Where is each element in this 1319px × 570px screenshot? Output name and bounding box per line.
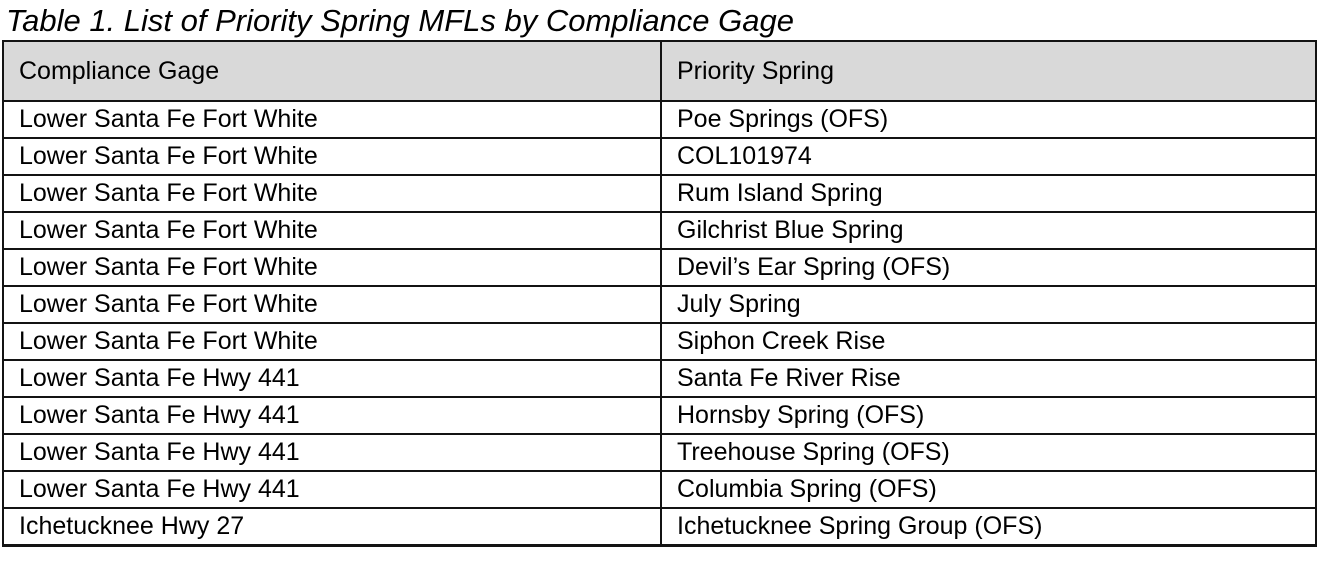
spring-cell: Santa Fe River Rise xyxy=(660,359,1317,398)
spring-cell: Devil’s Ear Spring (OFS) xyxy=(660,248,1317,287)
table-row: Lower Santa Fe Fort White Rum Island Spri… xyxy=(2,174,1317,213)
gage-cell: Lower Santa Fe Hwy 441 xyxy=(2,470,662,509)
spring-cell: Rum Island Spring xyxy=(660,174,1317,213)
gage-cell: Lower Santa Fe Fort White xyxy=(2,285,662,324)
table-header: Compliance Gage Priority Spring xyxy=(2,40,1317,102)
spring-cell: Ichetucknee Spring Group (OFS) xyxy=(660,507,1317,547)
table-row: Lower Santa Fe Fort White Siphon Creek Ri… xyxy=(2,322,1317,361)
spring-cell: Hornsby Spring (OFS) xyxy=(660,396,1317,435)
gage-cell: Lower Santa Fe Hwy 441 xyxy=(2,396,662,435)
table-row: Lower Santa Fe Fort White COL101974 xyxy=(2,137,1317,176)
table-row: Lower Santa Fe Fort White July Spring xyxy=(2,285,1317,324)
spring-cell: COL101974 xyxy=(660,137,1317,176)
header-priority-spring: Priority Spring xyxy=(660,40,1317,102)
gage-cell: Lower Santa Fe Fort White xyxy=(2,174,662,213)
table-row: Ichetucknee Hwy 27 Ichetucknee Spring Gro… xyxy=(2,507,1317,547)
header-compliance-gage: Compliance Gage xyxy=(2,40,662,102)
gage-cell: Lower Santa Fe Fort White xyxy=(2,100,662,139)
table-row: Lower Santa Fe Hwy 441 Santa Fe River Ris… xyxy=(2,359,1317,398)
gage-cell: Lower Santa Fe Fort White xyxy=(2,211,662,250)
spring-cell: Siphon Creek Rise xyxy=(660,322,1317,361)
table-caption: Table 1. List of Priority Spring MFLs by… xyxy=(6,3,794,38)
header-row: Compliance Gage Priority Spring xyxy=(2,40,1317,102)
spring-cell: Poe Springs (OFS) xyxy=(660,100,1317,139)
table-body: Lower Santa Fe Fort White Poe Springs (OF… xyxy=(2,100,1317,547)
gage-cell: Lower Santa Fe Fort White xyxy=(2,137,662,176)
gage-cell: Lower Santa Fe Fort White xyxy=(2,248,662,287)
spring-cell: Columbia Spring (OFS) xyxy=(660,470,1317,509)
table-row: Lower Santa Fe Fort White Poe Springs (OF… xyxy=(2,100,1317,139)
table-row: Lower Santa Fe Hwy 441 Treehouse Spring (… xyxy=(2,433,1317,472)
table-row: Lower Santa Fe Hwy 441 Hornsby Spring (OF… xyxy=(2,396,1317,435)
spring-cell: Treehouse Spring (OFS) xyxy=(660,433,1317,472)
spring-cell: July Spring xyxy=(660,285,1317,324)
table-row: Lower Santa Fe Fort White Devil’s Ear Spr… xyxy=(2,248,1317,287)
gage-cell: Ichetucknee Hwy 27 xyxy=(2,507,662,547)
gage-cell: Lower Santa Fe Fort White xyxy=(2,322,662,361)
gage-cell: Lower Santa Fe Hwy 441 xyxy=(2,359,662,398)
priority-springs-table: Compliance Gage Priority Spring Lower Sa… xyxy=(2,40,1317,547)
spring-cell: Gilchrist Blue Spring xyxy=(660,211,1317,250)
table-row: Lower Santa Fe Fort White Gilchrist Blue … xyxy=(2,211,1317,250)
gage-cell: Lower Santa Fe Hwy 441 xyxy=(2,433,662,472)
table-row: Lower Santa Fe Hwy 441 Columbia Spring (O… xyxy=(2,470,1317,509)
